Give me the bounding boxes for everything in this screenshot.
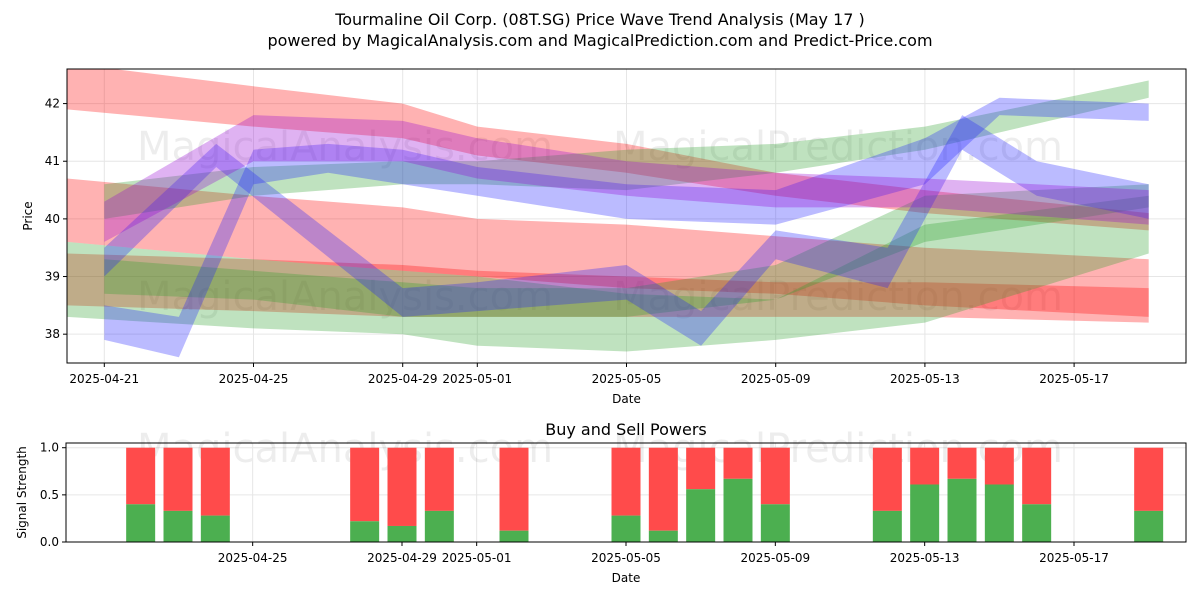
x-tick-label: 2025-05-13 xyxy=(890,372,960,386)
x-axis-label: Date xyxy=(612,571,641,585)
chart-subtitle: powered by MagicalAnalysis.com and Magic… xyxy=(267,31,933,50)
signal-bars xyxy=(126,447,1164,542)
watermark: MagicalPrediction.com xyxy=(613,274,1063,320)
y-tick-label: 0.0 xyxy=(40,535,59,549)
x-tick-label: 2025-04-25 xyxy=(219,372,289,386)
x-tick-label: 2025-04-25 xyxy=(218,551,288,565)
watermark: MagicalPrediction.com xyxy=(613,124,1063,170)
sell-bar xyxy=(984,447,1014,485)
watermark: MagicalAnalysis.com xyxy=(137,124,553,170)
sell-bar xyxy=(1022,447,1052,505)
sell-bar xyxy=(910,447,940,485)
y-tick-label: 40 xyxy=(45,212,60,226)
wave-band-red-2 xyxy=(67,253,1149,323)
sell-bar xyxy=(947,447,977,479)
x-tick-label: 2025-05-05 xyxy=(591,551,661,565)
buy-bar xyxy=(200,515,230,542)
buy-bar xyxy=(686,489,716,542)
buy-bar xyxy=(648,530,678,542)
x-tick-label: 2025-04-29 xyxy=(367,551,437,565)
wave-band-green-5 xyxy=(104,184,1149,317)
sell-bar xyxy=(723,447,753,479)
buy-bar xyxy=(984,484,1014,542)
sell-bar xyxy=(200,447,230,516)
x-tick-label: 2025-05-13 xyxy=(890,551,960,565)
y-axis-label: Price xyxy=(21,201,35,230)
x-tick-label: 2025-05-09 xyxy=(741,372,811,386)
x-tick-label: 2025-04-29 xyxy=(368,372,438,386)
buy-bar xyxy=(126,504,156,542)
buy-bar xyxy=(350,521,380,542)
buy-bar xyxy=(872,510,902,542)
y-tick-label: 39 xyxy=(45,270,60,284)
y-tick-label: 0.5 xyxy=(40,488,59,502)
x-axis-label: Date xyxy=(612,392,641,406)
y-tick-label: 1.0 xyxy=(40,441,59,455)
sell-bar xyxy=(648,447,678,531)
x-tick-label: 2025-05-01 xyxy=(442,372,512,386)
x-tick-label: 2025-05-01 xyxy=(442,551,512,565)
watermark: MagicalAnalysis.com xyxy=(137,274,553,320)
sell-bar xyxy=(499,447,529,531)
buy-sell-title: Buy and Sell Powers xyxy=(545,420,707,439)
x-tick-label: 2025-05-09 xyxy=(740,551,810,565)
buy-bar xyxy=(499,530,529,542)
wave-band-red-1 xyxy=(67,178,1149,317)
buy-bar xyxy=(723,478,753,542)
x-tick-label: 2025-05-17 xyxy=(1039,372,1109,386)
y-tick-label: 38 xyxy=(45,327,60,341)
buy-bar xyxy=(424,510,454,542)
wave-band-green-4 xyxy=(104,80,1149,219)
sell-bar xyxy=(611,447,641,516)
wave-band-blue-6 xyxy=(104,97,1149,358)
buy-bar xyxy=(1134,510,1164,542)
buy-bar xyxy=(1022,504,1052,542)
wave-band-blue-7 xyxy=(104,115,1149,346)
sell-bar xyxy=(686,447,716,490)
x-tick-label: 2025-04-21 xyxy=(69,372,139,386)
sell-bar xyxy=(872,447,902,511)
watermark: MagicalAnalysis.com xyxy=(137,426,553,472)
sell-bar xyxy=(350,447,380,522)
price-bands xyxy=(67,69,1149,358)
wave-band-green-3 xyxy=(67,195,1149,352)
sell-bar xyxy=(1134,447,1164,511)
chart-title: Tourmaline Oil Corp. (08T.SG) Price Wave… xyxy=(335,10,865,29)
y-tick-label: 41 xyxy=(45,154,60,168)
buy-bar xyxy=(760,504,790,542)
sell-bar xyxy=(163,447,193,511)
sell-bar xyxy=(126,447,156,505)
wave-band-purple-8 xyxy=(104,115,1149,242)
sell-bar xyxy=(760,447,790,505)
buy-bar xyxy=(163,510,193,542)
sell-bar xyxy=(387,447,417,526)
buy-bar xyxy=(387,525,417,542)
wave-band-red-0 xyxy=(67,69,1149,231)
sell-bar xyxy=(424,447,454,511)
y-axis-label: Signal Strength xyxy=(15,446,29,539)
x-tick-label: 2025-05-17 xyxy=(1039,551,1109,565)
buy-bar xyxy=(910,484,940,542)
buy-bar xyxy=(611,515,641,542)
buy-bar xyxy=(947,478,977,542)
x-tick-label: 2025-05-05 xyxy=(592,372,662,386)
y-tick-label: 42 xyxy=(45,97,60,111)
